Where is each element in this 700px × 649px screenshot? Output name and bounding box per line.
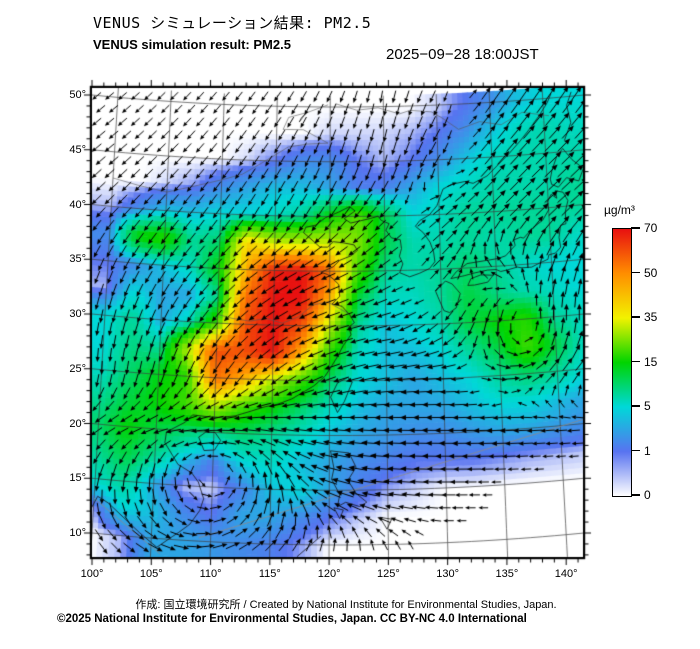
colorbar-tick-mark: [631, 316, 640, 318]
y-tick-label: 25°: [69, 362, 86, 375]
colorbar-tick-mark: [631, 227, 640, 229]
page-title-japanese: VENUS シミュレーション結果: PM2.5: [93, 14, 372, 32]
colorbar-tick-label: 0: [644, 488, 651, 502]
colorbar-unit-label: µg/m³: [604, 203, 635, 217]
y-tick-label: 10°: [69, 527, 86, 539]
colorbar-tick-label: 15: [644, 354, 658, 369]
timestamp: 2025−09−28 18:00JST: [386, 46, 539, 63]
y-tick-label: 35°: [69, 253, 86, 266]
y-tick-label: 30°: [69, 308, 86, 320]
x-tick-label: 135°: [495, 568, 519, 580]
colorbar-tick-label: 5: [644, 399, 651, 413]
y-tick-label: 15°: [69, 472, 86, 485]
x-tick-label: 100°: [80, 568, 104, 580]
colorbar-gradient: [613, 229, 631, 496]
colorbar-tick-label: 70: [644, 221, 658, 235]
x-tick-label: 105°: [139, 568, 163, 580]
colorbar-tick-label: 50: [644, 265, 658, 280]
colorbar-tick-mark: [631, 449, 640, 452]
y-tick-label: 45°: [69, 143, 86, 156]
colorbar-tick-label: 35: [644, 310, 658, 324]
x-tick-label: 110°: [199, 568, 222, 580]
x-tick-label: 120°: [317, 568, 341, 580]
y-tick-label: 40°: [69, 198, 86, 211]
y-tick-label: 20°: [69, 417, 86, 430]
x-tick-label: 125°: [376, 568, 400, 580]
footer-license: ©2025 National Institute for Environment…: [57, 613, 527, 625]
colorbar-tick-mark: [631, 405, 640, 407]
page-title-english: VENUS simulation result: PM2.5: [93, 37, 291, 52]
y-tick-label: 50°: [69, 89, 86, 101]
colorbar-tick-label: 1: [644, 443, 651, 458]
x-tick-label: 130°: [436, 568, 460, 580]
colorbar-tick-mark: [631, 271, 640, 274]
x-tick-label: 140°: [554, 568, 578, 580]
colorbar-tick-mark: [631, 494, 640, 496]
x-tick-label: 115°: [258, 568, 281, 580]
footer-credit: 作成: 国立環境研究所 / Created by National Instit…: [135, 599, 557, 611]
colorbar-tick-mark: [631, 360, 640, 363]
colorbar: [612, 228, 632, 497]
